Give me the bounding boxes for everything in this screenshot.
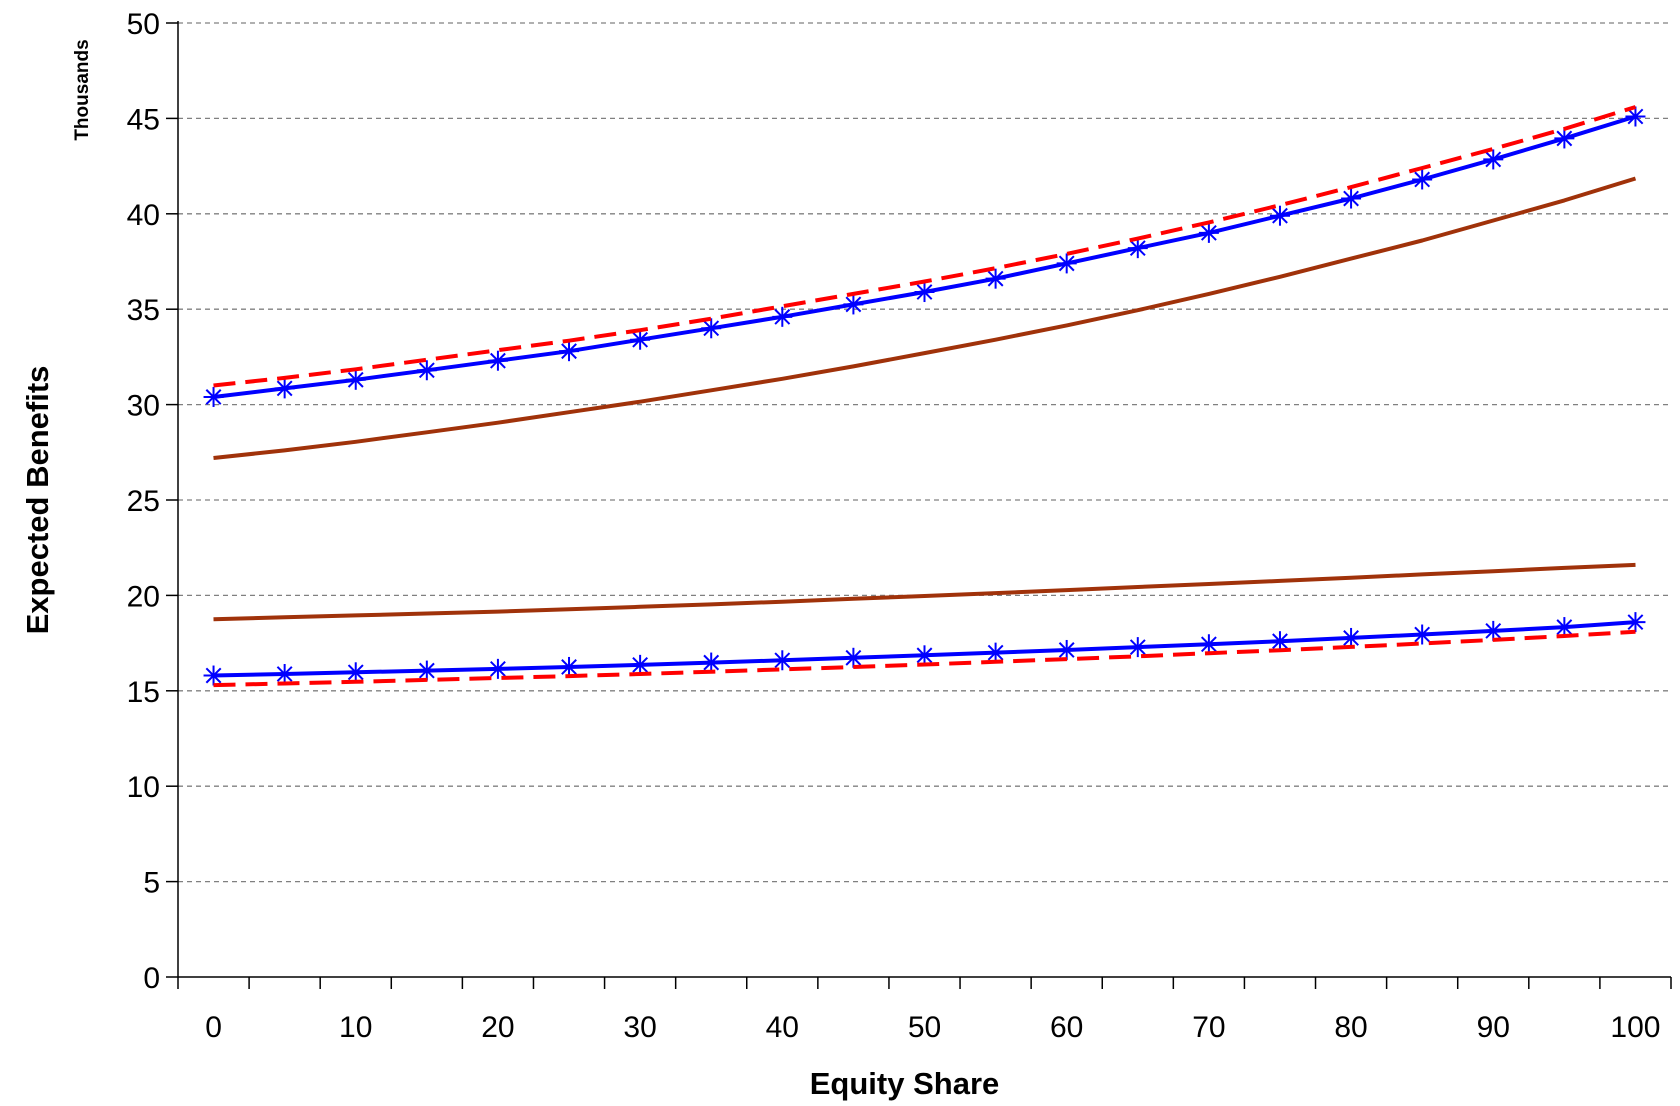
series-1-point — [1198, 222, 1219, 243]
axes — [166, 21, 1672, 989]
x-tick-label-50: 50 — [908, 1011, 941, 1044]
x-tick-label-10: 10 — [339, 1011, 372, 1044]
y-tick-label-25: 25 — [127, 485, 160, 518]
series-5-point — [1056, 639, 1077, 660]
series-3-line — [213, 176, 1637, 460]
series-5-point — [416, 660, 437, 681]
series-2-line — [213, 105, 1637, 388]
x-tick-label-80: 80 — [1334, 1011, 1367, 1044]
series-3 — [213, 176, 1637, 460]
series-5-point — [914, 645, 935, 666]
series-1-point — [1483, 149, 1504, 170]
y-tick-label-20: 20 — [127, 580, 160, 613]
series-5-point — [1412, 624, 1433, 645]
series-6 — [213, 629, 1636, 688]
series-1-point — [1554, 128, 1575, 149]
series-1-point — [416, 360, 437, 381]
series-1-point — [843, 294, 864, 315]
series-5 — [203, 612, 1646, 686]
series-1-point — [1625, 106, 1646, 127]
series-5-point — [559, 656, 580, 677]
series-4-line — [213, 562, 1636, 622]
series-5-point — [1269, 631, 1290, 652]
y-tick-label-50: 50 — [127, 8, 160, 41]
series-1-point — [1341, 188, 1362, 209]
series-5-point — [772, 650, 793, 671]
x-tick-label-90: 90 — [1477, 1011, 1510, 1044]
y-tick-label-5: 5 — [143, 867, 160, 900]
x-tick-label-40: 40 — [766, 1011, 799, 1044]
series-5-point — [985, 642, 1006, 663]
series-1-point — [1412, 169, 1433, 190]
tick-labels: 0 5 10 15 20 25 30 35 40 45 50 0 10 20 30 40 50 60 70 80 90 1… — [127, 8, 1661, 1044]
series-1 — [203, 106, 1646, 407]
series-1-point — [985, 268, 1006, 289]
y-tick-label-0: 0 — [143, 962, 160, 995]
series-5-point — [203, 665, 224, 686]
y-tick-label-40: 40 — [127, 199, 160, 232]
series-5-point — [1625, 612, 1646, 633]
series-5-point — [1483, 620, 1504, 641]
series-5-point — [1554, 617, 1575, 638]
x-tick-label-70: 70 — [1192, 1011, 1225, 1044]
y-tick-label-45: 45 — [127, 103, 160, 136]
series-5-point — [345, 662, 366, 683]
series-6-line — [213, 629, 1636, 688]
series-1-point — [701, 318, 722, 339]
y-tick-label-15: 15 — [127, 676, 160, 709]
series-5-point — [274, 664, 295, 685]
series-4 — [213, 562, 1636, 622]
series-5-point — [1341, 627, 1362, 648]
series-layer — [203, 105, 1646, 688]
series-5-point — [1198, 634, 1219, 655]
x-axis-title: Equity Share — [810, 1066, 1000, 1101]
x-tick-label-60: 60 — [1050, 1011, 1083, 1044]
series-1-point — [559, 341, 580, 362]
series-1-point — [1056, 253, 1077, 274]
x-tick-label-30: 30 — [623, 1011, 656, 1044]
series-5-point — [1127, 637, 1148, 658]
x-tick-label-20: 20 — [481, 1011, 514, 1044]
y-axis-title: Expected Benefits — [20, 366, 55, 635]
series-2 — [213, 105, 1637, 388]
series-1-point — [345, 369, 366, 390]
series-1-point — [630, 329, 651, 350]
series-5-point — [630, 654, 651, 675]
y-tick-label-35: 35 — [127, 294, 160, 327]
series-5-point — [487, 658, 508, 679]
series-5-point — [701, 652, 722, 673]
y-tick-label-10: 10 — [127, 771, 160, 804]
x-tick-label-100: 100 — [1610, 1011, 1660, 1044]
series-1-point — [487, 350, 508, 371]
series-1-point — [772, 306, 793, 327]
gridlines — [178, 22, 1671, 883]
series-1-point — [914, 282, 935, 303]
series-1-point — [1269, 205, 1290, 226]
y-units-label: Thousands — [72, 39, 93, 140]
series-5-point — [843, 647, 864, 668]
series-1-point — [203, 386, 224, 407]
y-tick-label-30: 30 — [127, 390, 160, 423]
series-1-point — [1127, 238, 1148, 259]
series-1-point — [274, 378, 295, 399]
x-tick-label-0: 0 — [205, 1011, 222, 1044]
